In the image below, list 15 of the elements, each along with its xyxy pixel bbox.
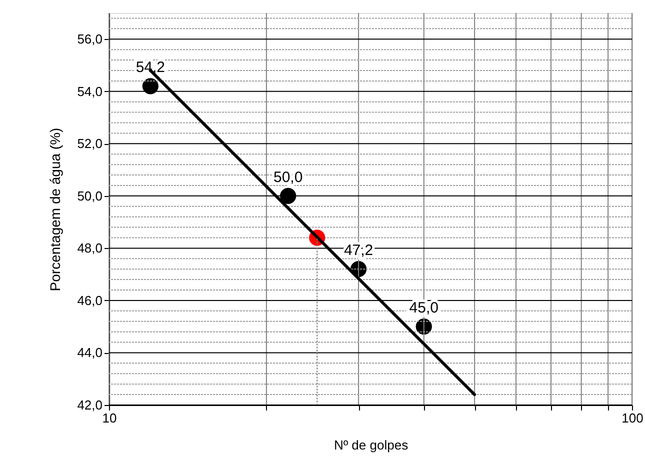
- data-label: 45,0: [409, 300, 438, 317]
- y-tick-label: 50,0: [77, 188, 102, 204]
- data-label: 50,0: [273, 168, 303, 186]
- y-tick-label: 54,0: [77, 84, 102, 99]
- y-tick-label: 42,0: [77, 398, 102, 412]
- y-tick-label: 46,0: [77, 292, 102, 308]
- x-axis-title: Nº de golpes: [334, 438, 409, 452]
- y-axis-title: Porcentagem de água (%): [47, 128, 64, 292]
- y-tick-label: 48,0: [77, 240, 102, 256]
- x-tick-label: 10: [102, 410, 117, 426]
- y-tick-label: 44,0: [77, 345, 102, 360]
- y-tick-label: 56,0: [77, 32, 102, 47]
- data-label: 54,2: [136, 59, 166, 76]
- y-tick-label: 52,0: [77, 136, 102, 152]
- x-tick-label: 100: [622, 410, 644, 426]
